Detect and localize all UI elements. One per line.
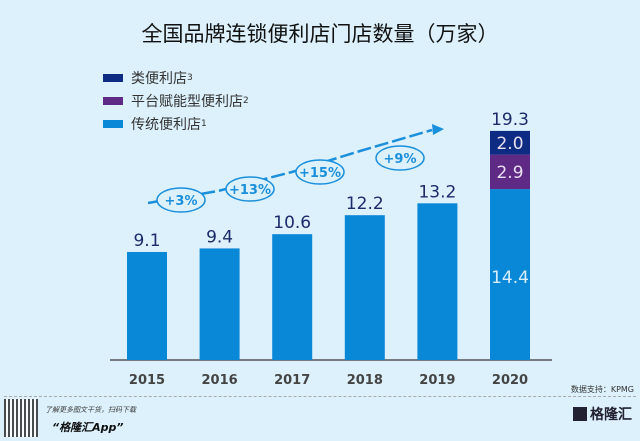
- legend-swatch: [103, 96, 123, 105]
- bar-2020-series-0: [490, 189, 530, 360]
- year-label: 2020: [492, 373, 528, 388]
- promo-app-name: “格隆汇App”: [52, 421, 124, 434]
- total-label: 13.2: [418, 182, 456, 202]
- growth-label: +13%: [229, 183, 271, 198]
- total-label: 12.2: [346, 194, 384, 214]
- growth-ellipse: [156, 187, 206, 213]
- growth-ellipse: [375, 145, 425, 171]
- total-label: 9.1: [133, 231, 160, 251]
- bar-2020-series-1: [490, 154, 530, 190]
- logo: 格隆汇: [573, 404, 632, 424]
- legend-sup: 2: [243, 95, 249, 106]
- qr-code: [4, 399, 38, 437]
- legend: 类便利店 3 平台赋能型便利店 2 传统便利店 1: [103, 66, 249, 135]
- year-label: 2018: [347, 373, 383, 388]
- legend-label: 平台赋能型便利店: [131, 93, 243, 110]
- year-label: 2015: [129, 373, 165, 388]
- legend-item-3: 类便利店 3: [103, 66, 249, 89]
- total-label: 10.6: [273, 213, 311, 233]
- bar-2016-series-0: [199, 248, 240, 360]
- chart-title: 全国品牌连锁便利店门店数量（万家）: [141, 22, 499, 46]
- legend-item-2: 平台赋能型便利店 2: [103, 89, 249, 112]
- segment-label: 2.0: [496, 134, 523, 154]
- growth-label: +3%: [165, 194, 198, 209]
- legend-item-1: 传统便利店 1: [103, 112, 249, 135]
- legend-swatch: [103, 73, 123, 82]
- segment-label: 2.9: [496, 163, 523, 183]
- growth-label: +9%: [384, 152, 417, 167]
- bar-2020-series-2: [490, 130, 530, 155]
- year-label: 2017: [274, 373, 310, 388]
- legend-label: 类便利店: [131, 70, 187, 87]
- legend-label: 传统便利店: [131, 116, 201, 133]
- growth-ellipse: [225, 176, 275, 202]
- growth-label: +15%: [299, 166, 341, 181]
- bar-2018-series-0: [344, 215, 385, 360]
- bar-2019-series-0: [417, 203, 458, 360]
- arrow-head-icon: [432, 124, 444, 135]
- legend-sup: 1: [201, 118, 207, 129]
- growth-ellipse: [295, 159, 345, 185]
- bar-2017-series-0: [272, 234, 313, 360]
- segment-label: 14.4: [491, 268, 529, 288]
- total-label: 9.4: [206, 227, 233, 247]
- legend-sup: 3: [187, 72, 193, 83]
- year-label: 2016: [202, 373, 238, 388]
- divider: [4, 396, 636, 397]
- bar-2015-series-0: [127, 251, 167, 360]
- source-note: 数据支持：KPMG: [570, 385, 634, 394]
- total-label: 19.3: [491, 110, 529, 130]
- logo-icon: [573, 407, 587, 421]
- year-label: 2019: [419, 373, 455, 388]
- promo-text: 了解更多图文干货，扫码下载: [45, 406, 136, 414]
- legend-swatch: [103, 119, 123, 128]
